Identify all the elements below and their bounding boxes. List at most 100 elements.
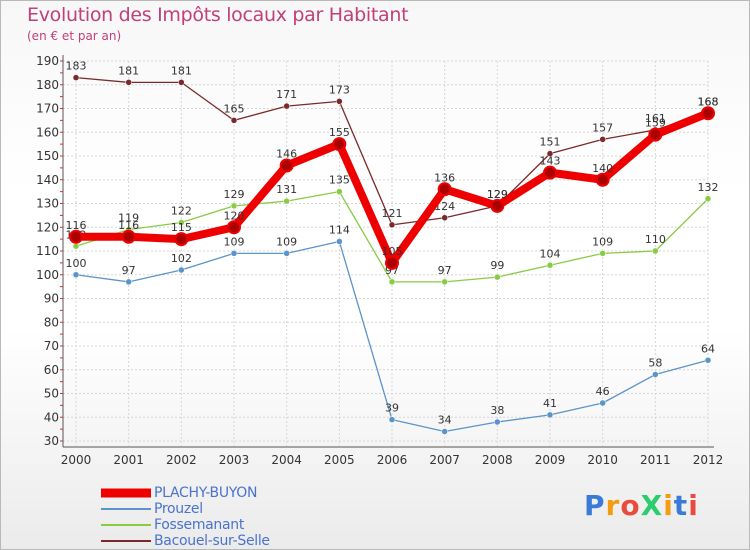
legend-swatch-fossemanant bbox=[101, 524, 151, 526]
x-tick-label: 2010 bbox=[587, 453, 618, 467]
data-point-fossemanant bbox=[178, 219, 185, 226]
legend-label-prouzel: Prouzel bbox=[154, 501, 203, 517]
y-tick-label: 60 bbox=[44, 363, 59, 377]
legend-item-plachy-buyon: PLACHY-BUYON bbox=[101, 485, 361, 501]
data-point-prouzel bbox=[125, 278, 132, 286]
data-point-bacouel-sur-selle bbox=[336, 98, 343, 105]
legend-swatch-prouzel bbox=[101, 508, 151, 510]
logo-letter: o bbox=[620, 489, 641, 522]
legend-item-fossemanant: Fossemanant bbox=[101, 517, 361, 533]
data-label-plachy-buyon: 136 bbox=[434, 171, 455, 184]
data-point-fossemanant bbox=[652, 247, 659, 255]
data-label-bacouel-sur-selle: 157 bbox=[592, 121, 613, 134]
y-tick-label: 130 bbox=[36, 197, 59, 211]
data-point-plachy-buyon bbox=[543, 165, 557, 180]
data-point-prouzel bbox=[178, 266, 185, 274]
x-tick-label: 2000 bbox=[61, 453, 92, 467]
data-point-prouzel bbox=[704, 357, 712, 364]
y-tick-label: 180 bbox=[36, 78, 59, 92]
data-label-prouzel: 64 bbox=[701, 342, 715, 355]
x-tick-label: 2011 bbox=[640, 453, 671, 467]
y-tick-label: 170 bbox=[36, 102, 59, 116]
data-label-plachy-buyon: 159 bbox=[645, 117, 666, 130]
data-point-prouzel bbox=[72, 271, 80, 278]
data-point-prouzel bbox=[230, 250, 238, 257]
y-tick-label: 110 bbox=[36, 244, 59, 258]
data-point-plachy-buyon bbox=[121, 229, 136, 244]
data-label-prouzel: 34 bbox=[438, 414, 452, 427]
data-label-fossemanant: 109 bbox=[592, 235, 613, 248]
data-label-plachy-buyon: 116 bbox=[66, 219, 87, 232]
y-tick-label: 30 bbox=[44, 434, 59, 448]
data-point-fossemanant bbox=[599, 250, 606, 257]
data-point-plachy-buyon bbox=[332, 137, 347, 152]
y-tick-label: 80 bbox=[44, 315, 59, 329]
data-label-fossemanant: 99 bbox=[490, 259, 504, 272]
data-label-fossemanant: 122 bbox=[171, 205, 192, 218]
legend-swatch-bacouel-sur-selle bbox=[101, 540, 151, 542]
data-label-prouzel: 102 bbox=[171, 252, 192, 265]
data-label-fossemanant: 132 bbox=[698, 181, 719, 194]
x-tick-label: 2002 bbox=[166, 453, 197, 467]
logo-letter: i bbox=[688, 489, 699, 522]
logo-letter: P bbox=[584, 489, 606, 522]
data-point-plachy-buyon bbox=[227, 220, 241, 235]
data-point-bacouel-sur-selle bbox=[599, 136, 606, 143]
data-point-bacouel-sur-selle bbox=[230, 117, 238, 124]
data-label-fossemanant: 119 bbox=[118, 212, 139, 225]
data-label-prouzel: 109 bbox=[276, 235, 297, 248]
data-label-plachy-buyon: 129 bbox=[487, 188, 508, 201]
data-label-fossemanant: 104 bbox=[540, 247, 561, 260]
data-label-prouzel: 100 bbox=[66, 257, 87, 270]
data-point-fossemanant bbox=[72, 243, 80, 250]
y-tick-label: 70 bbox=[44, 339, 59, 353]
data-point-prouzel bbox=[283, 250, 290, 257]
data-point-plachy-buyon bbox=[595, 172, 610, 187]
data-point-prouzel bbox=[494, 418, 501, 426]
data-point-prouzel bbox=[599, 399, 606, 407]
data-label-bacouel-sur-selle: 183 bbox=[66, 60, 87, 73]
data-point-plachy-buyon bbox=[385, 255, 399, 270]
data-point-bacouel-sur-selle bbox=[283, 102, 290, 110]
data-point-bacouel-sur-selle bbox=[546, 150, 554, 157]
data-point-bacouel-sur-selle bbox=[441, 214, 448, 221]
data-label-prouzel: 114 bbox=[329, 224, 350, 237]
data-label-plachy-buyon: 140 bbox=[592, 162, 613, 175]
data-label-bacouel-sur-selle: 168 bbox=[698, 95, 719, 108]
legend-swatch-plachy-buyon bbox=[101, 488, 151, 498]
data-point-plachy-buyon bbox=[701, 106, 715, 121]
data-label-plachy-buyon: 143 bbox=[540, 155, 561, 168]
data-label-bacouel-sur-selle: 129 bbox=[487, 188, 508, 201]
data-label-prouzel: 39 bbox=[385, 402, 399, 415]
data-point-plachy-buyon bbox=[648, 127, 663, 142]
data-label-prouzel: 46 bbox=[596, 385, 610, 398]
data-point-bacouel-sur-selle bbox=[388, 221, 396, 229]
legend-item-bacouel-sur-selle: Bacouel-sur-Selle bbox=[101, 533, 361, 549]
data-point-prouzel bbox=[652, 371, 659, 378]
data-label-plachy-buyon: 116 bbox=[118, 219, 139, 232]
data-label-plachy-buyon: 168 bbox=[698, 95, 719, 108]
x-tick-label: 2005 bbox=[324, 453, 355, 467]
x-tick-label: 2007 bbox=[429, 453, 460, 467]
data-label-bacouel-sur-selle: 173 bbox=[329, 83, 350, 96]
y-tick-label: 50 bbox=[44, 387, 59, 401]
data-label-prouzel: 41 bbox=[543, 397, 557, 410]
data-point-plachy-buyon bbox=[69, 229, 83, 244]
data-label-fossemanant: 129 bbox=[224, 188, 245, 201]
x-tick-label: 2001 bbox=[113, 453, 144, 467]
data-point-fossemanant bbox=[441, 278, 448, 286]
data-point-fossemanant bbox=[336, 188, 343, 195]
y-tick-label: 150 bbox=[36, 149, 59, 163]
y-tick-label: 120 bbox=[36, 220, 59, 234]
data-point-fossemanant bbox=[283, 197, 290, 205]
x-tick-label: 2003 bbox=[219, 453, 250, 467]
y-tick-label: 40 bbox=[44, 410, 59, 424]
data-point-bacouel-sur-selle bbox=[178, 79, 185, 86]
x-tick-label: 2012 bbox=[693, 453, 724, 467]
x-tick-label: 2004 bbox=[271, 453, 302, 467]
chart-title: Evolution des Impôts locaux par Habitant bbox=[27, 4, 409, 26]
data-point-prouzel bbox=[546, 411, 554, 419]
data-label-prouzel: 97 bbox=[122, 264, 136, 277]
